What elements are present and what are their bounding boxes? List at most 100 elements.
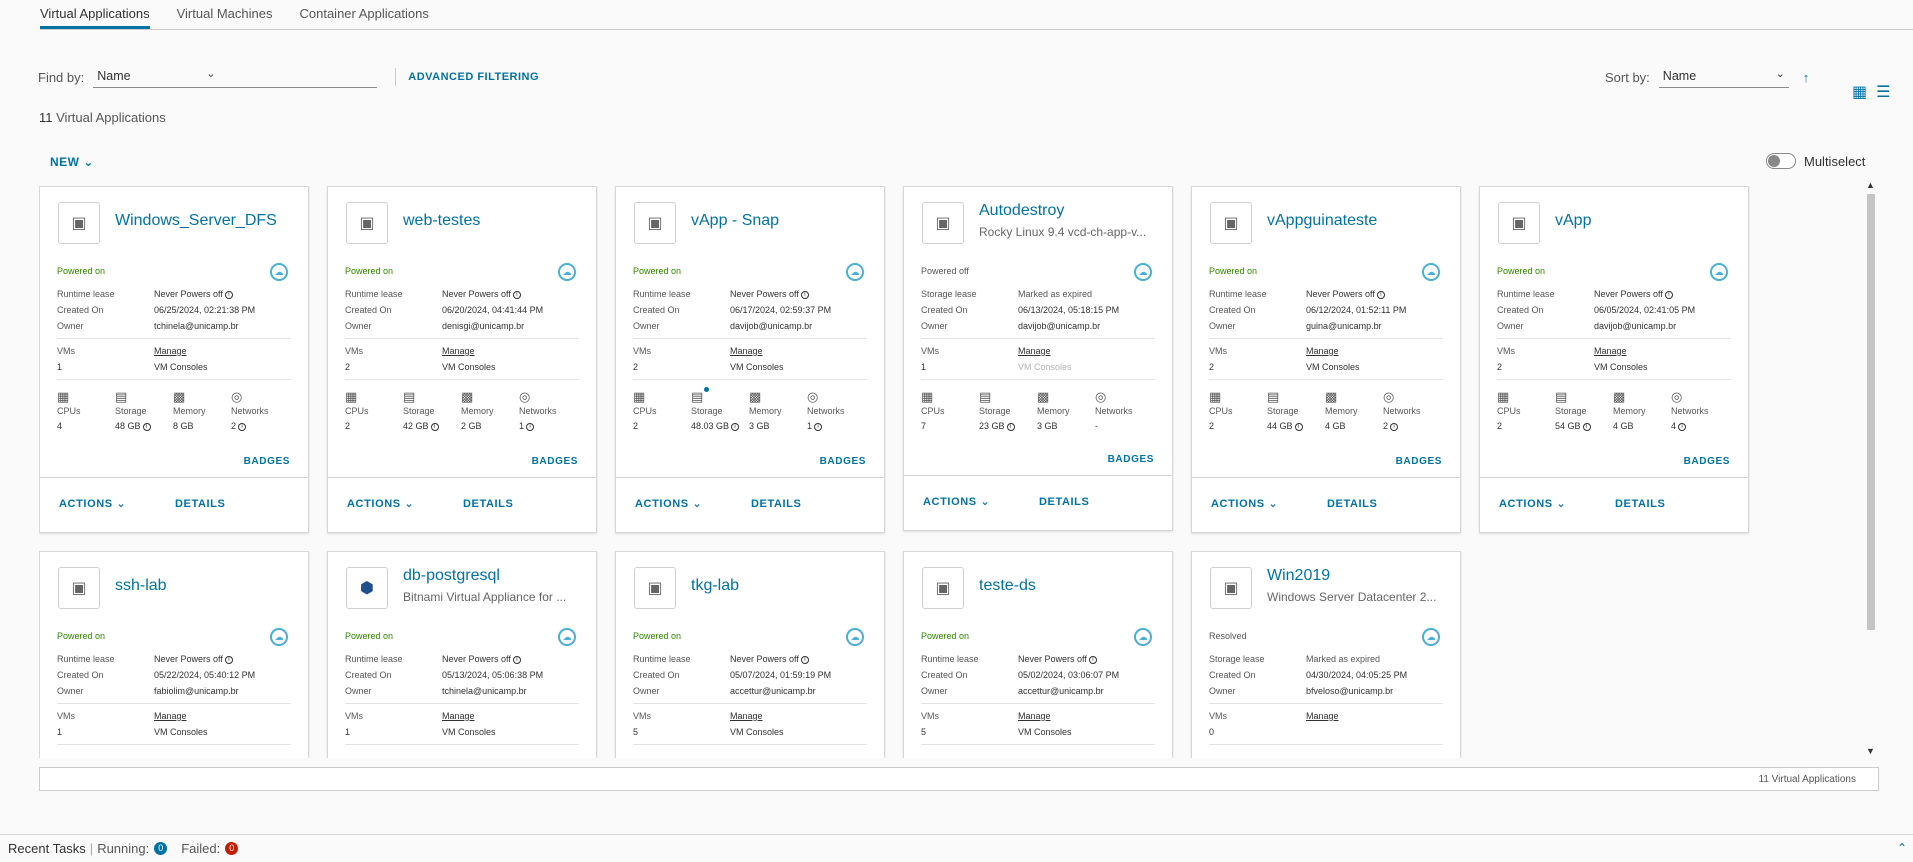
sort-ascending-icon[interactable]: ↑: [1802, 69, 1810, 85]
vapp-name[interactable]: teste-ds: [979, 577, 1036, 594]
divider: [395, 68, 397, 86]
cpu-icon: ▦: [57, 389, 70, 404]
actions-button[interactable]: ACTIONS ⌄: [59, 498, 127, 510]
actions-button[interactable]: ACTIONS ⌄: [1499, 498, 1567, 510]
recent-tasks-title[interactable]: Recent Tasks: [8, 841, 86, 856]
actions-button[interactable]: ACTIONS ⌄: [347, 498, 415, 510]
tab-bar: Virtual Applications Virtual Machines Co…: [40, 0, 1913, 30]
vapp-name[interactable]: Autodestroy: [979, 202, 1065, 219]
card-view-icon[interactable]: ▦: [1852, 84, 1868, 101]
actions-button[interactable]: ACTIONS ⌄: [635, 498, 703, 510]
manage-link[interactable]: Manage: [442, 711, 475, 721]
vapp-icon: ▣: [1498, 202, 1540, 244]
vapp-name[interactable]: ssh-lab: [115, 577, 167, 594]
expand-up-icon[interactable]: ⌃: [1896, 841, 1907, 855]
cloud-icon: ☁: [1134, 263, 1152, 281]
network-icon: ◎: [807, 389, 819, 404]
manage-link[interactable]: Manage: [1018, 346, 1051, 356]
cloud-icon: ☁: [846, 628, 864, 646]
sort-by-select[interactable]: Name ⌄: [1658, 66, 1789, 88]
status-label: Powered on: [633, 266, 682, 276]
vm-consoles-link[interactable]: VM Consoles: [1594, 362, 1648, 372]
vm-consoles-link[interactable]: VM Consoles: [730, 362, 784, 372]
vapp-name[interactable]: vAppguinateste: [1267, 212, 1378, 229]
badges-button[interactable]: BADGES: [1683, 456, 1730, 467]
vapp-name[interactable]: Win2019: [1267, 567, 1331, 584]
info-icon: i: [1376, 290, 1385, 299]
vapp-description: Rocky Linux 9.4 vcd-ch-app-v...: [979, 225, 1147, 239]
vm-consoles-link[interactable]: VM Consoles: [1018, 727, 1072, 737]
vm-consoles-link[interactable]: VM Consoles: [442, 362, 496, 372]
cloud-icon: ☁: [846, 263, 864, 281]
details-button[interactable]: DETAILS: [463, 498, 514, 510]
manage-link[interactable]: Manage: [154, 711, 187, 721]
list-view-icon[interactable]: ☰: [1876, 84, 1891, 101]
cloud-icon: ☁: [1710, 263, 1728, 281]
details-button[interactable]: DETAILS: [1039, 496, 1090, 508]
info-icon: i: [224, 290, 233, 299]
tab-virtual-applications[interactable]: Virtual Applications: [40, 0, 150, 29]
running-count-badge[interactable]: 0: [154, 842, 168, 855]
new-button[interactable]: NEW ⌄: [50, 155, 94, 169]
toggle-switch[interactable]: [1766, 153, 1796, 169]
manage-link[interactable]: Manage: [730, 346, 763, 356]
grid-footer: 11 Virtual Applications: [39, 767, 1879, 791]
multiselect-toggle[interactable]: Multiselect: [1766, 153, 1865, 169]
details-button[interactable]: DETAILS: [175, 498, 226, 510]
advanced-filtering-button[interactable]: ADVANCED FILTERING: [408, 71, 540, 83]
actions-button[interactable]: ACTIONS ⌄: [1211, 498, 1279, 510]
vm-consoles-link[interactable]: VM Consoles: [154, 362, 208, 372]
info-icon: i: [800, 290, 809, 299]
details-button[interactable]: DETAILS: [751, 498, 802, 510]
vapp-name[interactable]: db-postgresql: [403, 567, 500, 584]
badges-button[interactable]: BADGES: [819, 456, 866, 467]
find-by-select[interactable]: Name ⌄: [93, 66, 378, 88]
vm-consoles-link[interactable]: VM Consoles: [730, 727, 784, 737]
manage-link[interactable]: Manage: [154, 346, 187, 356]
scrollbar-thumb[interactable]: [1867, 194, 1875, 630]
vapp-name[interactable]: tkg-lab: [691, 577, 740, 594]
vapp-card: ▣ vApp ☁ Powered on Runtime lease Never P…: [1479, 186, 1749, 533]
find-by-value: Name: [97, 69, 131, 83]
cloud-icon: ☁: [1134, 628, 1152, 646]
grid-scrollbar[interactable]: ▲ ▼: [1866, 180, 1876, 756]
vm-consoles-link[interactable]: VM Consoles: [442, 727, 496, 737]
manage-link[interactable]: Manage: [730, 711, 763, 721]
status-label: Powered on: [921, 631, 970, 641]
vapp-card: ▣ Windows_Server_DFS ☁ Powered on Runtim…: [39, 186, 309, 533]
manage-link[interactable]: Manage: [1594, 346, 1627, 356]
scroll-up-icon[interactable]: ▲: [1866, 180, 1875, 190]
cloud-icon: ☁: [1422, 263, 1440, 281]
vapp-name[interactable]: Windows_Server_DFS: [115, 212, 277, 229]
manage-link[interactable]: Manage: [1306, 711, 1339, 721]
badges-button[interactable]: BADGES: [1107, 454, 1154, 465]
tab-virtual-machines[interactable]: Virtual Machines: [176, 6, 273, 21]
manage-link[interactable]: Manage: [1018, 711, 1051, 721]
actions-button[interactable]: ACTIONS ⌄: [923, 496, 991, 508]
vapp-card: ⬢ db-postgresql Bitnami Virtual Appliance…: [327, 551, 597, 758]
status-label: Powered off: [921, 266, 969, 276]
memory-icon: ▩: [461, 389, 474, 404]
tab-container-applications[interactable]: Container Applications: [299, 6, 429, 21]
manage-link[interactable]: Manage: [442, 346, 475, 356]
cloud-icon: ☁: [558, 628, 576, 646]
vm-consoles-link[interactable]: VM Consoles: [1306, 362, 1360, 372]
manage-link[interactable]: Manage: [1306, 346, 1339, 356]
badges-button[interactable]: BADGES: [531, 456, 578, 467]
vapp-name[interactable]: vApp - Snap: [691, 212, 780, 229]
network-icon: ◎: [231, 389, 243, 404]
status-label: Powered on: [57, 266, 106, 276]
failed-count-badge[interactable]: 0: [225, 842, 239, 855]
badges-button[interactable]: BADGES: [1395, 456, 1442, 467]
vm-consoles-link[interactable]: VM Consoles: [154, 727, 208, 737]
details-button[interactable]: DETAILS: [1327, 498, 1378, 510]
info-icon: i: [1088, 655, 1097, 664]
cloud-icon: ☁: [558, 263, 576, 281]
badges-button[interactable]: BADGES: [243, 456, 290, 467]
details-button[interactable]: DETAILS: [1615, 498, 1666, 510]
vapp-name[interactable]: web-testes: [403, 212, 481, 229]
scroll-down-icon[interactable]: ▼: [1866, 746, 1875, 756]
vapp-name[interactable]: vApp: [1555, 212, 1592, 229]
vapp-icon: ▣: [634, 202, 676, 244]
vapp-card-grid: ▣ Windows_Server_DFS ☁ Powered on Runtim…: [39, 186, 1879, 758]
